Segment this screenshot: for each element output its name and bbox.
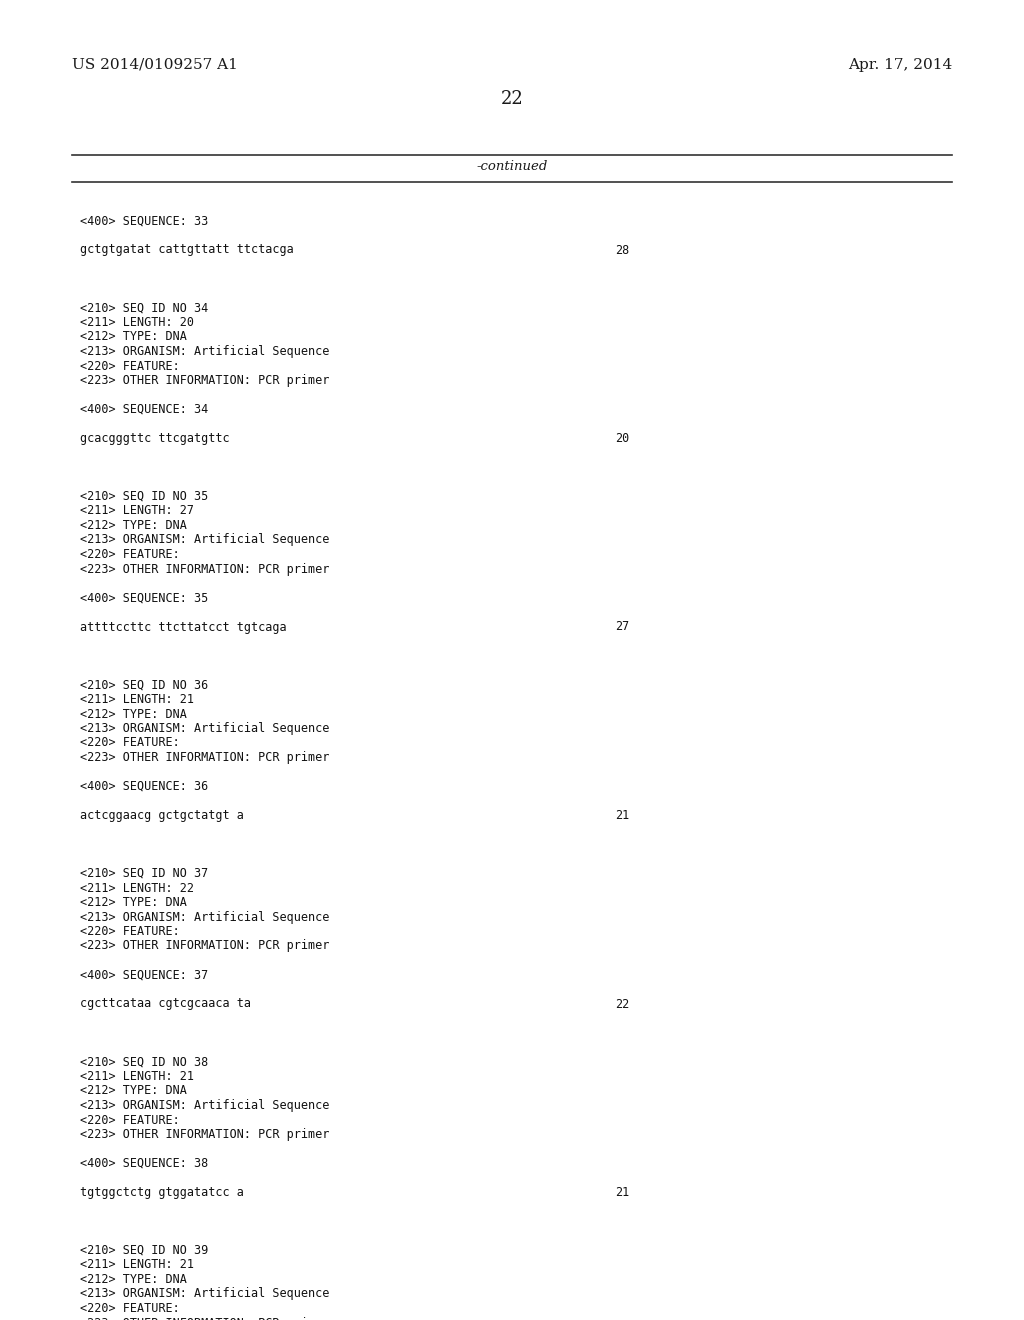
Text: <211> LENGTH: 21: <211> LENGTH: 21 [80, 693, 194, 706]
Text: <223> OTHER INFORMATION: PCR primer: <223> OTHER INFORMATION: PCR primer [80, 374, 330, 387]
Text: Apr. 17, 2014: Apr. 17, 2014 [848, 58, 952, 73]
Text: gcacgggttc ttcgatgttc: gcacgggttc ttcgatgttc [80, 432, 229, 445]
Text: <400> SEQUENCE: 36: <400> SEQUENCE: 36 [80, 780, 208, 793]
Text: <210> SEQ ID NO 36: <210> SEQ ID NO 36 [80, 678, 208, 692]
Text: 21: 21 [615, 1185, 630, 1199]
Text: <220> FEATURE:: <220> FEATURE: [80, 1114, 180, 1126]
Text: <223> OTHER INFORMATION: PCR primer: <223> OTHER INFORMATION: PCR primer [80, 751, 330, 764]
Text: <220> FEATURE:: <220> FEATURE: [80, 737, 180, 750]
Text: 27: 27 [615, 620, 630, 634]
Text: <400> SEQUENCE: 33: <400> SEQUENCE: 33 [80, 214, 208, 227]
Text: <212> TYPE: DNA: <212> TYPE: DNA [80, 708, 186, 721]
Text: <400> SEQUENCE: 34: <400> SEQUENCE: 34 [80, 403, 208, 416]
Text: <400> SEQUENCE: 38: <400> SEQUENCE: 38 [80, 1158, 208, 1170]
Text: <213> ORGANISM: Artificial Sequence: <213> ORGANISM: Artificial Sequence [80, 1287, 330, 1300]
Text: -continued: -continued [476, 160, 548, 173]
Text: <223> OTHER INFORMATION: PCR primer: <223> OTHER INFORMATION: PCR primer [80, 562, 330, 576]
Text: gctgtgatat cattgttatt ttctacga: gctgtgatat cattgttatt ttctacga [80, 243, 294, 256]
Text: attttccttc ttcttatcct tgtcaga: attttccttc ttcttatcct tgtcaga [80, 620, 287, 634]
Text: <213> ORGANISM: Artificial Sequence: <213> ORGANISM: Artificial Sequence [80, 533, 330, 546]
Text: <212> TYPE: DNA: <212> TYPE: DNA [80, 330, 186, 343]
Text: <210> SEQ ID NO 38: <210> SEQ ID NO 38 [80, 1056, 208, 1068]
Text: <220> FEATURE:: <220> FEATURE: [80, 1302, 180, 1315]
Text: cgcttcataa cgtcgcaaca ta: cgcttcataa cgtcgcaaca ta [80, 998, 251, 1011]
Text: <213> ORGANISM: Artificial Sequence: <213> ORGANISM: Artificial Sequence [80, 345, 330, 358]
Text: 20: 20 [615, 432, 630, 445]
Text: <212> TYPE: DNA: <212> TYPE: DNA [80, 896, 186, 909]
Text: <210> SEQ ID NO 39: <210> SEQ ID NO 39 [80, 1243, 208, 1257]
Text: <212> TYPE: DNA: <212> TYPE: DNA [80, 519, 186, 532]
Text: tgtggctctg gtggatatcc a: tgtggctctg gtggatatcc a [80, 1185, 244, 1199]
Text: 22: 22 [615, 998, 630, 1011]
Text: <211> LENGTH: 22: <211> LENGTH: 22 [80, 882, 194, 895]
Text: 28: 28 [615, 243, 630, 256]
Text: <220> FEATURE:: <220> FEATURE: [80, 925, 180, 939]
Text: <211> LENGTH: 21: <211> LENGTH: 21 [80, 1258, 194, 1271]
Text: actcggaacg gctgctatgt a: actcggaacg gctgctatgt a [80, 809, 244, 822]
Text: <213> ORGANISM: Artificial Sequence: <213> ORGANISM: Artificial Sequence [80, 1100, 330, 1111]
Text: <212> TYPE: DNA: <212> TYPE: DNA [80, 1272, 186, 1286]
Text: <210> SEQ ID NO 35: <210> SEQ ID NO 35 [80, 490, 208, 503]
Text: 21: 21 [615, 809, 630, 822]
Text: <223> OTHER INFORMATION: PCR primer: <223> OTHER INFORMATION: PCR primer [80, 940, 330, 953]
Text: <223> OTHER INFORMATION: PCR primer: <223> OTHER INFORMATION: PCR primer [80, 1129, 330, 1140]
Text: <400> SEQUENCE: 35: <400> SEQUENCE: 35 [80, 591, 208, 605]
Text: <210> SEQ ID NO 37: <210> SEQ ID NO 37 [80, 867, 208, 880]
Text: <211> LENGTH: 20: <211> LENGTH: 20 [80, 315, 194, 329]
Text: <210> SEQ ID NO 34: <210> SEQ ID NO 34 [80, 301, 208, 314]
Text: <400> SEQUENCE: 37: <400> SEQUENCE: 37 [80, 969, 208, 982]
Text: 22: 22 [501, 90, 523, 108]
Text: <220> FEATURE:: <220> FEATURE: [80, 548, 180, 561]
Text: <213> ORGANISM: Artificial Sequence: <213> ORGANISM: Artificial Sequence [80, 722, 330, 735]
Text: <223> OTHER INFORMATION: PCR primer: <223> OTHER INFORMATION: PCR primer [80, 1316, 330, 1320]
Text: <220> FEATURE:: <220> FEATURE: [80, 359, 180, 372]
Text: US 2014/0109257 A1: US 2014/0109257 A1 [72, 58, 238, 73]
Text: <211> LENGTH: 21: <211> LENGTH: 21 [80, 1071, 194, 1082]
Text: <213> ORGANISM: Artificial Sequence: <213> ORGANISM: Artificial Sequence [80, 911, 330, 924]
Text: <212> TYPE: DNA: <212> TYPE: DNA [80, 1085, 186, 1097]
Text: <211> LENGTH: 27: <211> LENGTH: 27 [80, 504, 194, 517]
